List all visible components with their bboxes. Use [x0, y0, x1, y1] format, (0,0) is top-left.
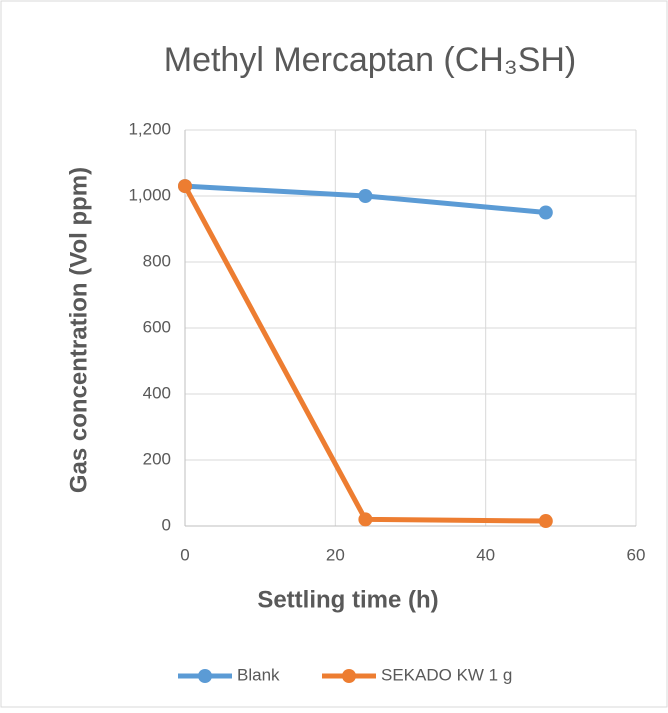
x-tick-label: 60: [627, 545, 646, 564]
x-tick-label: 20: [326, 545, 345, 564]
legend-label: Blank: [237, 665, 280, 684]
chart-title: Methyl Mercaptan (CH₃SH): [164, 41, 577, 79]
data-point: [358, 512, 373, 527]
data-point: [178, 179, 192, 194]
data-point: [538, 205, 553, 220]
y-tick-label: 1,200: [128, 119, 171, 138]
x-tick-label: 0: [180, 545, 189, 564]
data-point: [358, 189, 373, 203]
y-tick-label: 1,000: [128, 185, 171, 204]
legend-item: SEKADO KW 1 g: [322, 665, 512, 684]
legend-item: Blank: [178, 665, 280, 684]
legend-label: SEKADO KW 1 g: [381, 665, 512, 684]
y-tick-label: 0: [162, 515, 171, 534]
data-point: [538, 514, 553, 529]
legend-marker: [198, 669, 212, 683]
y-tick-label: 200: [143, 449, 171, 468]
x-tick-label: 40: [476, 545, 495, 564]
y-tick-label: 600: [143, 317, 171, 336]
legend-marker: [342, 669, 356, 683]
x-axis-label: Settling time (h): [257, 586, 438, 613]
y-tick-label: 400: [143, 383, 171, 402]
y-axis-label: Gas concentration (Vol ppm): [65, 167, 92, 493]
y-tick-label: 800: [143, 251, 171, 270]
